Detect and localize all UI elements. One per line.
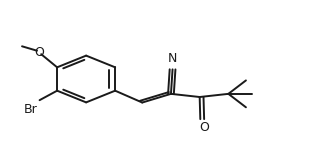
Text: O: O — [199, 121, 209, 134]
Text: N: N — [168, 52, 177, 65]
Text: Br: Br — [24, 103, 37, 115]
Text: O: O — [35, 46, 45, 59]
